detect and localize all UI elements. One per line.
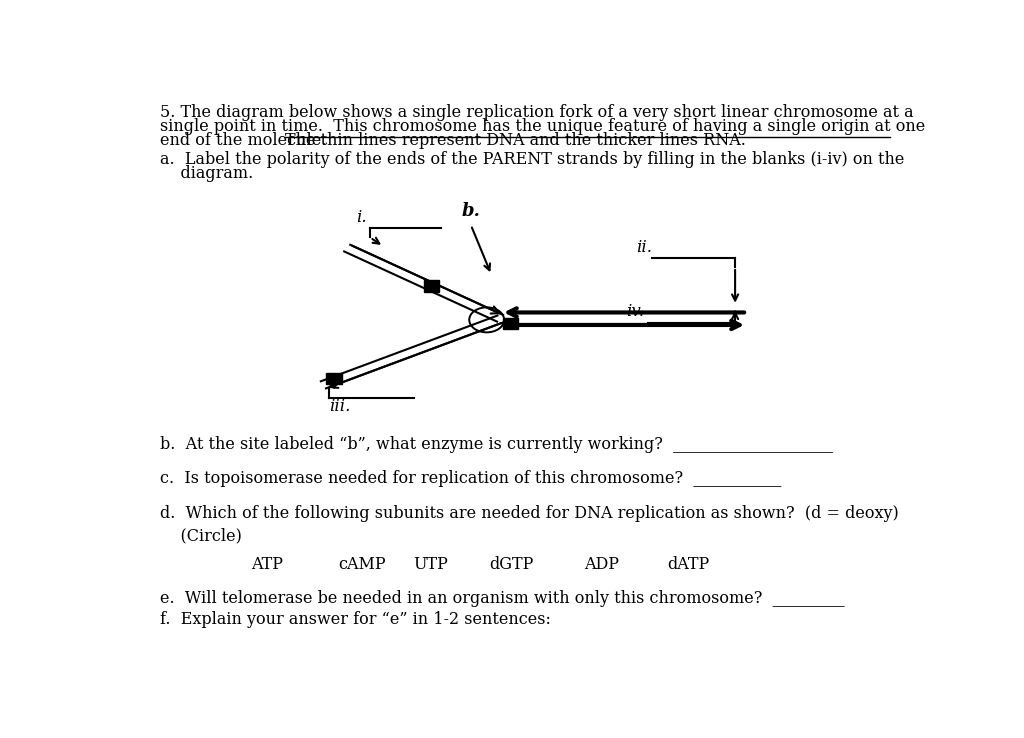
Text: ATP: ATP	[251, 556, 283, 573]
Text: i.: i.	[356, 209, 368, 226]
Text: UTP: UTP	[414, 556, 449, 573]
Text: d.  Which of the following subunits are needed for DNA replication as shown?  (d: d. Which of the following subunits are n…	[160, 505, 898, 522]
Text: iii.: iii.	[329, 398, 350, 415]
Text: 5. The diagram below shows a single replication fork of a very short linear chro: 5. The diagram below shows a single repl…	[160, 105, 913, 122]
Text: end of the molecule.: end of the molecule.	[160, 132, 336, 149]
Text: ADP: ADP	[585, 556, 620, 573]
Text: single point in time.  This chromosome has the unique feature of having a single: single point in time. This chromosome ha…	[160, 118, 925, 135]
Polygon shape	[327, 373, 342, 384]
Text: (Circle): (Circle)	[160, 527, 242, 544]
Text: diagram.: diagram.	[160, 165, 253, 182]
Text: dGTP: dGTP	[489, 556, 534, 573]
Text: e.  Will telomerase be needed in an organism with only this chromosome?  _______: e. Will telomerase be needed in an organ…	[160, 590, 845, 607]
Text: ii.: ii.	[636, 238, 652, 255]
Text: c.  Is topoisomerase needed for replication of this chromosome?  ___________: c. Is topoisomerase needed for replicati…	[160, 470, 781, 487]
Text: cAMP: cAMP	[338, 556, 386, 573]
Text: a.  Label the polarity of the ends of the PARENT strands by filling in the blank: a. Label the polarity of the ends of the…	[160, 151, 904, 168]
Text: b.  At the site labeled “b”, what enzyme is currently working?  ________________: b. At the site labeled “b”, what enzyme …	[160, 436, 833, 453]
Polygon shape	[424, 280, 439, 292]
Text: The thin lines represent DNA and the thicker lines RNA.: The thin lines represent DNA and the thi…	[285, 132, 746, 149]
Text: b.: b.	[461, 202, 480, 221]
Text: f.  Explain your answer for “e” in 1-2 sentences:: f. Explain your answer for “e” in 1-2 se…	[160, 611, 551, 628]
Text: dATP: dATP	[668, 556, 710, 573]
Text: iv.: iv.	[627, 303, 644, 320]
Polygon shape	[503, 317, 518, 329]
